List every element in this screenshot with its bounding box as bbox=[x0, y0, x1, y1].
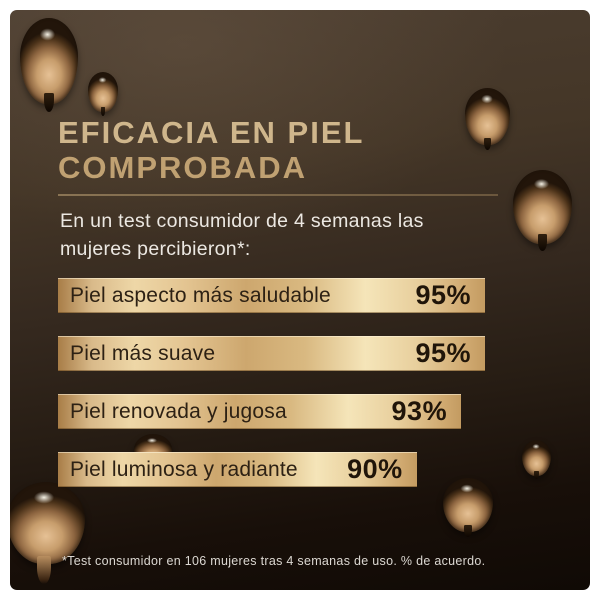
headline-line-2: COMPROBADA bbox=[58, 150, 308, 185]
water-droplet-icon bbox=[10, 482, 85, 584]
subtitle-text: En un test consumidor de 4 semanas las m… bbox=[60, 210, 424, 260]
result-label: Piel renovada y jugosa bbox=[70, 399, 287, 423]
result-label: Piel aspecto más saludable bbox=[70, 283, 331, 307]
result-value: 93% bbox=[391, 396, 448, 426]
water-droplet-icon bbox=[443, 478, 493, 537]
divider-line bbox=[58, 194, 498, 196]
water-droplet-icon bbox=[522, 440, 551, 480]
result-label: Piel más suave bbox=[70, 341, 216, 365]
water-droplet-icon bbox=[513, 170, 572, 251]
result-bar: Piel renovada y jugosa 93% bbox=[58, 394, 462, 429]
headline-line-1: EFICACIA EN PIEL bbox=[58, 115, 365, 150]
result-value: 95% bbox=[415, 280, 471, 310]
result-label: Piel luminosa y radiante bbox=[70, 457, 298, 481]
water-droplet-icon bbox=[88, 72, 118, 116]
result-bar: Piel aspecto más saludable 95% bbox=[58, 278, 485, 313]
water-droplet-icon bbox=[20, 18, 78, 112]
result-bar: Piel luminosa y radiante 90% bbox=[58, 452, 417, 487]
result-bar: Piel más suave 95% bbox=[58, 336, 485, 371]
footnote-text: *Test consumidor en 106 mujeres tras 4 s… bbox=[62, 554, 486, 568]
results-bar-chart: Piel aspecto más saludable 95% Piel más … bbox=[58, 278, 485, 510]
result-value: 90% bbox=[347, 454, 403, 484]
ad-background-panel: EFICACIA EN PIEL COMPROBADA En un test c… bbox=[10, 10, 590, 590]
headline: EFICACIA EN PIEL COMPROBADA bbox=[58, 115, 364, 185]
water-droplet-icon bbox=[465, 88, 510, 151]
result-value: 95% bbox=[415, 338, 471, 368]
